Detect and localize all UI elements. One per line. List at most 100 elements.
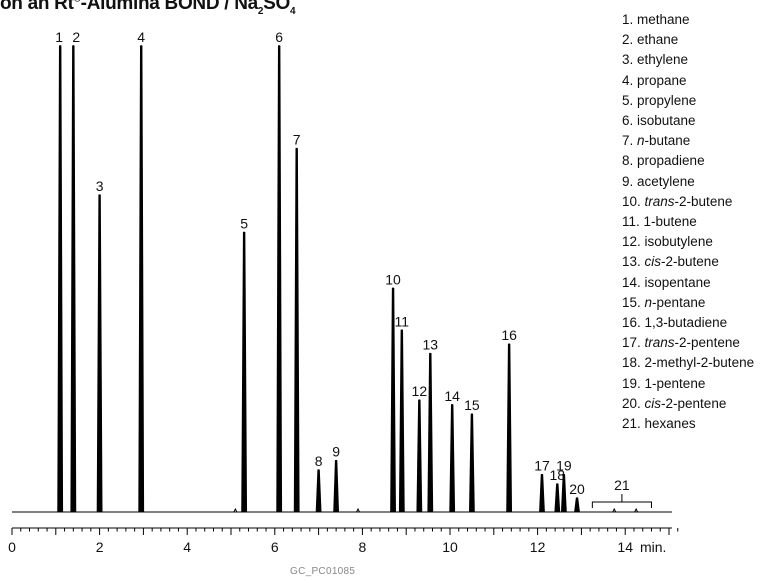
minor-blip — [356, 507, 360, 513]
peak-label-7: 7 — [293, 132, 301, 148]
legend-number: 10. — [622, 193, 645, 209]
legend-number: 1. — [622, 12, 638, 27]
peak-label-19: 19 — [556, 458, 572, 474]
peak-12 — [416, 399, 423, 513]
x-tick-label: 6 — [271, 539, 279, 555]
peak-9 — [333, 460, 340, 513]
legend-prefix: n — [637, 133, 645, 149]
legend-prefix: trans — [644, 193, 675, 209]
legend-item-21: 21. hexanes — [622, 414, 754, 434]
peak-label-1: 1 — [55, 29, 63, 45]
legend-number: 19. — [622, 375, 645, 391]
legend-item-3: 3. ethylene — [622, 50, 754, 70]
peak-1 — [57, 45, 64, 513]
legend-number: 13. — [622, 254, 645, 270]
legend-compound: acetylene — [637, 173, 695, 189]
legend-item-7: 7. n-butane — [622, 131, 754, 151]
legend-item-18: 18. 2-methyl-2-butene — [622, 353, 754, 373]
peak-label-20: 20 — [569, 481, 585, 497]
x-tick-label: 14 — [617, 539, 633, 555]
legend-compound: propane — [637, 72, 687, 88]
legend-item-6: 6. isobutane — [622, 111, 754, 131]
peak-label-16: 16 — [501, 327, 517, 343]
x-tick-label: 2 — [96, 539, 104, 555]
peak-5 — [241, 231, 248, 513]
peak-label-4: 4 — [137, 29, 145, 45]
legend-item-13: 13. cis-2-butene — [622, 252, 754, 272]
peak-3 — [96, 194, 103, 513]
peak-8 — [315, 469, 322, 513]
legend-item-1: 1. methane — [622, 10, 754, 30]
peak-label-17: 17 — [534, 458, 550, 474]
peak-2 — [70, 45, 77, 513]
legend-compound: methane — [637, 12, 690, 27]
peak-label-10: 10 — [385, 271, 401, 287]
legend-number: 14. — [622, 274, 645, 290]
x-axis-unit-label: min. — [640, 539, 666, 555]
peak-label-8: 8 — [315, 453, 323, 469]
title-subscript-2: 4 — [290, 5, 296, 17]
title-subscript-1: 2 — [257, 5, 264, 17]
hexanes-bracket — [591, 494, 652, 508]
figure-id: GC_PC01085 — [290, 566, 356, 577]
x-tick-label: 0 — [8, 539, 16, 555]
legend-prefix: cis — [644, 254, 662, 270]
legend-number: 7. — [622, 133, 638, 149]
legend-number: 11. — [622, 214, 644, 230]
peak-20 — [574, 497, 580, 513]
peak-legend: 1. methane 2. ethane 3. ethylene 4. propane… — [622, 10, 754, 434]
legend-number: 15. — [622, 294, 645, 310]
legend-number: 2. — [622, 32, 638, 48]
legend-item-5: 5. propylene — [622, 91, 754, 111]
legend-number: 17. — [622, 335, 645, 351]
legend-compound: isopentane — [644, 274, 711, 290]
peak-label-5: 5 — [240, 215, 248, 231]
legend-item-12: 12. isobutylene — [622, 232, 754, 252]
x-tick-label: 8 — [359, 539, 367, 555]
legend-compound: -2-butene — [661, 254, 719, 270]
legend-prefix: trans — [644, 335, 675, 351]
peak-label-11: 11 — [395, 313, 410, 329]
peak-6 — [276, 45, 283, 513]
legend-prefix: n — [644, 294, 653, 310]
legend-item-19: 19. 1-pentene — [622, 374, 754, 394]
legend-number: 8. — [622, 153, 638, 169]
peak-label-2: 2 — [72, 29, 80, 45]
legend-prefix: cis — [644, 395, 662, 411]
peak-14 — [449, 404, 456, 513]
peak-7 — [293, 147, 300, 513]
minor-blip — [634, 507, 639, 513]
x-tick-label: 10 — [442, 539, 458, 555]
legend-compound: 1-butene — [643, 214, 697, 230]
legend-number: 20. — [622, 395, 645, 411]
peak-16 — [506, 343, 513, 513]
legend-compound: ethylene — [637, 52, 689, 68]
peak-label-12: 12 — [412, 383, 428, 399]
legend-compound: 1-pentene — [644, 375, 706, 391]
peak-10 — [390, 287, 396, 513]
x-tick-label: 4 — [183, 539, 191, 555]
peak-label-6: 6 — [275, 29, 283, 45]
legend-item-2: 2. ethane — [622, 30, 754, 50]
legend-number: 4. — [622, 72, 638, 88]
peak-17 — [539, 474, 545, 513]
legend-number: 21. — [622, 416, 645, 432]
peak-label-15: 15 — [464, 397, 480, 413]
minor-blip — [612, 507, 617, 513]
legend-number: 6. — [622, 113, 638, 129]
peak-18 — [554, 483, 561, 513]
legend-item-4: 4. propane — [622, 71, 754, 91]
peak-label-14: 14 — [444, 388, 460, 404]
peak-11 — [398, 329, 405, 513]
legend-item-10: 10. trans-2-butene — [622, 192, 754, 212]
legend-item-11: 11. 1-butene — [622, 212, 754, 232]
legend-compound: -2-pentene — [661, 395, 727, 411]
legend-compound: -2-butene — [674, 193, 733, 209]
minor-blip — [233, 507, 238, 513]
legend-compound: isobutylene — [644, 234, 713, 250]
peak-label-18: 18 — [550, 467, 566, 483]
title-text-3: SO — [263, 0, 291, 14]
peak-13 — [427, 352, 434, 513]
legend-number: 3. — [622, 52, 638, 68]
